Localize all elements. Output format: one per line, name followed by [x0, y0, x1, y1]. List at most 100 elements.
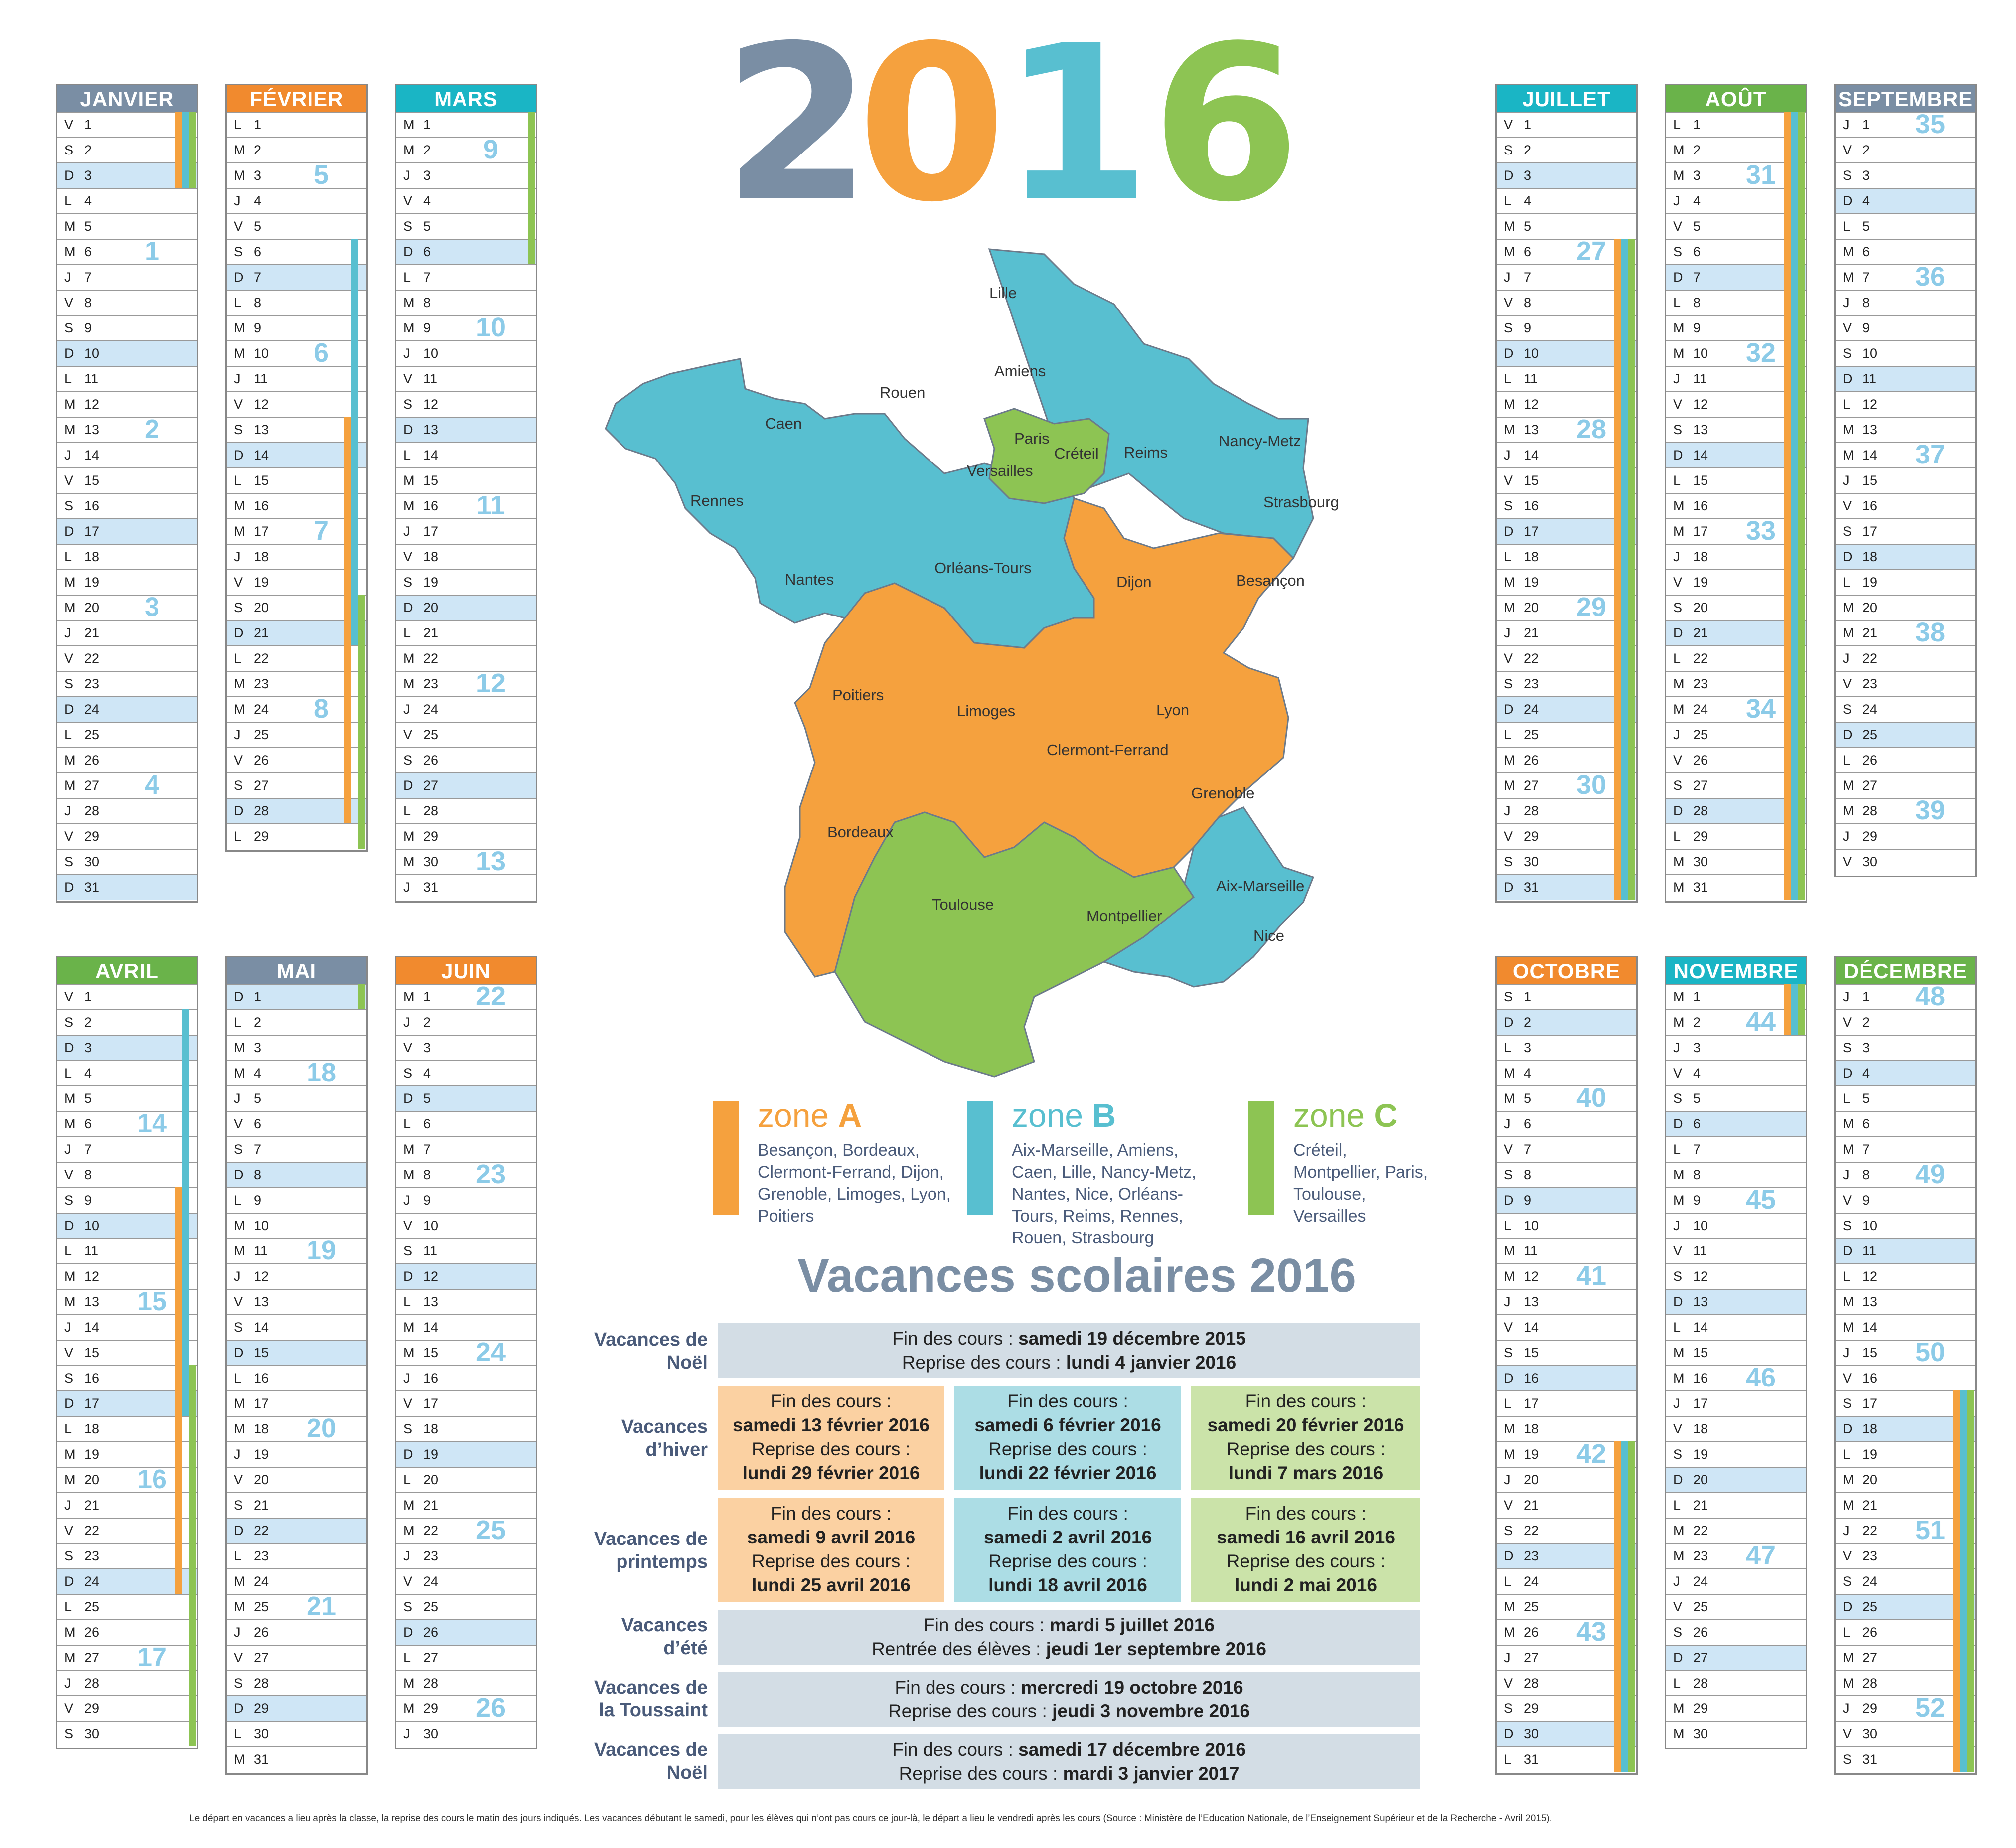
week-number: 16	[137, 1464, 167, 1494]
day-letter: S	[234, 600, 243, 615]
day-row: D 25	[1836, 1594, 1975, 1619]
day-letter: M	[403, 320, 415, 335]
day-number: 28	[1693, 1676, 1708, 1691]
year-digit-2: 0	[857, 0, 1007, 249]
day-letter: M	[1504, 1091, 1515, 1106]
day-number: 9	[1862, 320, 1870, 335]
day-letter: M	[1843, 778, 1854, 793]
month-days: V 1 S 2 D 3 L 4 M 5 M 6 J 7 V 8 S 9 D 10 L 11 M 12 M 13 J 14 V 15 S 16 D…	[1495, 112, 1638, 903]
day-number: 3	[423, 168, 431, 183]
day-letter: V	[64, 989, 74, 1004]
day-row: M 19	[57, 569, 197, 595]
week-number: 18	[306, 1058, 337, 1087]
day-number: 8	[84, 1167, 92, 1182]
day-letter: D	[234, 989, 244, 1004]
day-number: 11	[254, 1243, 268, 1258]
day-row: D 10	[57, 340, 197, 366]
day-number: 1	[1693, 117, 1701, 132]
month-header: AVRIL	[56, 956, 198, 984]
holiday-bar-zone-b	[1791, 112, 1798, 900]
zone-c-title: zone C	[1293, 1097, 1398, 1134]
day-row: L 22	[1666, 645, 1806, 671]
day-number: 23	[1693, 676, 1708, 691]
day-row: M 31	[1666, 874, 1806, 900]
row-printemps-zone-c: Fin des cours : samedi 16 avril 2016 Repr…	[1191, 1498, 1420, 1602]
day-number: 20	[1862, 1472, 1878, 1487]
day-letter: J	[1504, 270, 1511, 285]
day-row: S 19	[396, 569, 536, 595]
day-letter: M	[64, 778, 76, 793]
day-letter: M	[1673, 1371, 1685, 1386]
week-number: 44	[1745, 1007, 1776, 1037]
day-letter: V	[403, 193, 413, 208]
day-letter: L	[234, 117, 242, 132]
day-letter: L	[234, 1726, 242, 1741]
day-letter: M	[1843, 422, 1854, 437]
month-days: S 1 D 2 L 3 M 4 M 5 J 6 V 7 S 8 D 9 L 10 M 11 M 12 J 13 V 14 S 15 D 16 L…	[1495, 984, 1638, 1775]
day-row: S 10	[1836, 340, 1975, 366]
day-letter: J	[1673, 549, 1680, 564]
day-letter: M	[1843, 1142, 1854, 1157]
day-letter: L	[1843, 575, 1851, 590]
day-row: V 29	[57, 823, 197, 849]
day-row: S 31	[1836, 1746, 1975, 1772]
day-letter: D	[1504, 702, 1514, 717]
day-row: M 12	[57, 1263, 197, 1289]
day-row: J 29	[1836, 1695, 1975, 1721]
day-number: 20	[423, 1472, 439, 1487]
day-number: 10	[1862, 1218, 1878, 1233]
day-number: 22	[1862, 651, 1878, 666]
week-number: 7	[313, 516, 329, 546]
week-number: 15	[137, 1286, 167, 1316]
day-letter: M	[1843, 270, 1854, 285]
holiday-bar-zone-b	[1621, 239, 1628, 900]
day-letter: M	[1504, 753, 1515, 768]
day-number: 6	[423, 244, 431, 259]
day-number: 27	[1693, 778, 1708, 793]
day-number: 8	[1693, 295, 1701, 310]
day-row: J 22	[1836, 645, 1975, 671]
day-row: D 16	[1497, 1365, 1636, 1390]
day-number: 6	[254, 244, 262, 259]
day-row: J 24	[396, 696, 536, 722]
day-number: 16	[423, 498, 439, 513]
map-label-caen: Caen	[765, 415, 802, 432]
day-number: 22	[1524, 651, 1539, 666]
day-letter: D	[234, 1345, 244, 1360]
day-row: M 24	[1666, 696, 1806, 722]
day-letter: V	[1843, 498, 1852, 513]
day-letter: M	[1843, 448, 1854, 462]
day-number: 24	[1862, 1574, 1878, 1589]
day-letter: L	[1504, 1218, 1512, 1233]
holiday-bar-zone-a	[1614, 1441, 1621, 1772]
day-number: 14	[254, 448, 269, 462]
week-number: 22	[475, 981, 506, 1011]
day-letter: D	[234, 448, 244, 462]
day-letter: L	[234, 473, 242, 488]
day-letter: D	[403, 1625, 413, 1640]
day-number: 23	[254, 1548, 269, 1563]
day-letter: M	[403, 651, 415, 666]
month-days: M 1 J 2 V 3 S 4 D 5 L 6 M 7 M 8 J 9 V 10 S 11 D 12 L 13 M 14 M 15 J 16 V…	[395, 981, 537, 1749]
day-row: M 19	[1497, 569, 1636, 595]
day-letter: V	[64, 1345, 74, 1360]
day-letter: S	[1673, 778, 1683, 793]
day-letter: J	[64, 1142, 71, 1157]
day-number: 3	[423, 1040, 431, 1055]
day-letter: J	[1843, 117, 1850, 132]
day-number: 26	[84, 753, 100, 768]
day-number: 14	[1862, 448, 1878, 462]
week-number: 14	[137, 1108, 167, 1138]
day-row: S 14	[227, 1314, 366, 1340]
